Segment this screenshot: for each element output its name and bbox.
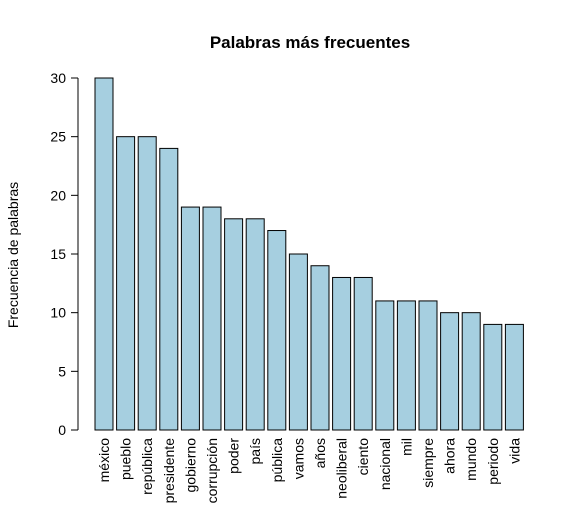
- x-tick-label: mundo: [463, 438, 479, 481]
- x-tick-label: país: [247, 438, 263, 464]
- x-tick-label: república: [139, 438, 155, 495]
- bar-pueblo: [116, 136, 136, 431]
- x-tick-label: corrupción: [204, 438, 220, 503]
- x-tick-label: siempre: [420, 438, 436, 488]
- y-tick-label: 5: [58, 363, 66, 379]
- bar-periodo: [483, 323, 503, 431]
- bar-gobierno: [180, 206, 200, 431]
- y-tick-label: 15: [50, 246, 66, 262]
- x-tick-label: periodo: [485, 438, 501, 485]
- x-tick-label: méxico: [96, 438, 112, 483]
- x-tick-label: años: [312, 438, 328, 468]
- x-tick-label: neoliberal: [334, 438, 350, 499]
- y-tick-label: 0: [58, 422, 66, 438]
- x-tick-label: ciento: [355, 438, 371, 476]
- x-tick-label: mil: [398, 438, 414, 456]
- x-tick-label: poder: [226, 438, 242, 474]
- bar-ahora: [440, 312, 460, 431]
- x-tick-label: gobierno: [182, 438, 198, 493]
- bar-mil: [396, 300, 416, 431]
- bar-siempre: [418, 300, 438, 431]
- x-tick-label: presidente: [161, 438, 177, 504]
- bar-mundo: [461, 312, 481, 431]
- bar-país: [245, 218, 265, 431]
- x-tick-label: vida: [506, 438, 522, 464]
- y-tick-label: 10: [50, 305, 66, 321]
- bar-años: [310, 265, 330, 431]
- x-tick-label: pueblo: [118, 438, 134, 480]
- bar-vamos: [288, 253, 308, 431]
- x-tick-label: nacional: [377, 438, 393, 490]
- y-tick-label: 25: [50, 129, 66, 145]
- y-tick-label: 30: [50, 70, 66, 86]
- bar-corrupción: [202, 206, 222, 431]
- x-tick-label: pública: [269, 438, 285, 483]
- bar-pública: [267, 230, 287, 431]
- x-tick-label: ahora: [442, 438, 458, 474]
- bar-nacional: [375, 300, 395, 431]
- y-axis-label: Frecuencia de palabras: [5, 182, 21, 328]
- bar-neoliberal: [332, 276, 352, 431]
- y-axis: 0 5 10 15 20 25 30: [50, 70, 79, 438]
- bar-méxico: [94, 77, 114, 431]
- bar-presidente: [159, 147, 179, 431]
- y-tick-label: 20: [50, 187, 66, 203]
- bar-poder: [224, 218, 244, 431]
- bar-ciento: [353, 276, 373, 431]
- x-tick-label: vamos: [290, 438, 306, 479]
- bar-república: [137, 136, 157, 431]
- bar-vida: [504, 323, 524, 431]
- bars: [94, 77, 524, 431]
- x-tick-labels: méxico pueblo república presidente gobierno c…: [96, 438, 522, 504]
- chart-title: Palabras más frecuentes: [210, 33, 410, 52]
